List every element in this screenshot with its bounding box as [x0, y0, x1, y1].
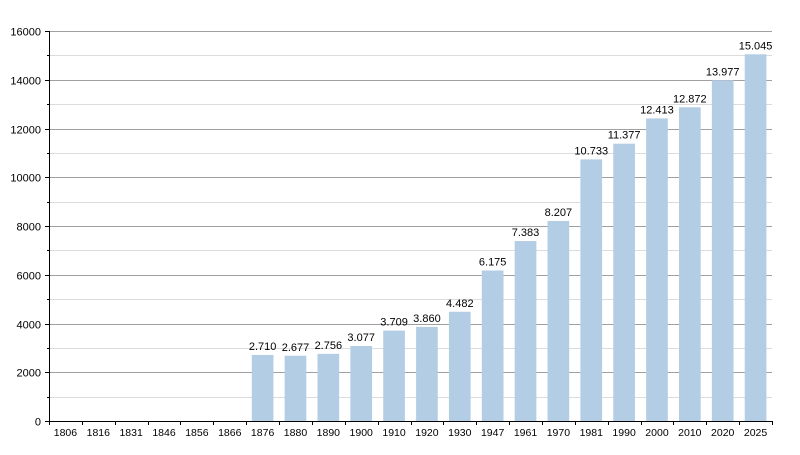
- data-label-1970: 8.207: [545, 207, 573, 219]
- data-label-1930: 4.482: [446, 298, 474, 310]
- x-tick-label-2025: 2025: [744, 427, 768, 439]
- x-tick-label-1890: 1890: [317, 427, 341, 439]
- y-tick-label: 6000: [17, 271, 41, 283]
- y-tick-label: 4000: [17, 320, 41, 332]
- data-labels: 2.710 2.677 2.756 3.077 3.709 3.860 4.482 6.175…: [249, 40, 773, 353]
- y-tick-label: 2000: [17, 368, 41, 380]
- bar-1910: [383, 330, 405, 421]
- x-tick-label-2000: 2000: [645, 427, 669, 439]
- x-tick-label-2010: 2010: [678, 427, 702, 439]
- gridlines: [49, 31, 772, 398]
- x-tick-label-1880: 1880: [284, 427, 308, 439]
- bar-1920: [416, 326, 438, 421]
- data-label-1910: 3.709: [380, 317, 408, 329]
- bar-1930: [448, 311, 471, 421]
- data-label-1876: 2.710: [249, 341, 277, 353]
- x-tick-label-1947: 1947: [481, 427, 505, 439]
- data-label-1947: 6.175: [479, 256, 507, 268]
- bar-1876: [251, 354, 274, 421]
- bar-2010: [679, 107, 701, 421]
- bar-1900: [350, 346, 373, 421]
- x-tick-label-1961: 1961: [514, 427, 538, 439]
- data-label-1961: 7.383: [512, 227, 540, 239]
- x-tick-label-1866: 1866: [218, 427, 242, 439]
- bar-1880: [284, 355, 307, 421]
- data-label-1920: 3.860: [413, 313, 441, 325]
- bar-1947: [481, 270, 504, 421]
- y-tick-label: 8000: [17, 222, 41, 234]
- data-label-2000: 12.413: [640, 104, 674, 116]
- x-tick-label-2020: 2020: [711, 427, 735, 439]
- y-tick-label: 12000: [10, 125, 41, 137]
- x-tick-label-1920: 1920: [415, 427, 439, 439]
- data-label-1990: 11.377: [608, 130, 641, 142]
- x-tick-label-1970: 1970: [547, 427, 571, 439]
- x-tick-label-1981: 1981: [580, 427, 604, 439]
- bar-2020: [711, 80, 734, 421]
- x-tick-label-1806: 1806: [54, 427, 78, 439]
- data-label-2025: 15.045: [739, 40, 773, 52]
- bar-1961: [514, 241, 537, 421]
- data-label-1880: 2.677: [282, 342, 310, 354]
- axes: 0 2000 4000 6000 8000 10000 12000 14000 16000 180…: [10, 27, 773, 439]
- bar-1890: [317, 353, 340, 421]
- y-tick-label: 16000: [10, 27, 41, 39]
- x-tick-label-1910: 1910: [382, 427, 406, 439]
- bar-1990: [613, 143, 635, 421]
- bar-1970: [547, 220, 570, 421]
- x-tick-label-1816: 1816: [87, 427, 111, 439]
- x-tick-label-1856: 1856: [185, 427, 209, 439]
- data-label-2020: 13.977: [706, 66, 740, 78]
- x-tick-label-1846: 1846: [152, 427, 176, 439]
- bar-2025: [744, 54, 767, 421]
- bar-1981: [580, 159, 603, 421]
- y-tick-label: 14000: [10, 76, 41, 88]
- data-label-1890: 2.756: [315, 340, 343, 352]
- x-tick-label-1900: 1900: [350, 427, 374, 439]
- data-label-2010: 12.872: [673, 93, 707, 105]
- data-label-1981: 10.733: [574, 145, 608, 157]
- y-tick-label: 10000: [10, 173, 41, 185]
- x-tick-label-1930: 1930: [448, 427, 472, 439]
- bar-2000: [646, 118, 668, 422]
- x-tick-label-1831: 1831: [119, 427, 143, 439]
- bars: [251, 54, 767, 422]
- y-tick-label: 0: [35, 417, 41, 429]
- data-label-1900: 3.077: [347, 332, 375, 344]
- x-tick-label-1876: 1876: [251, 427, 275, 439]
- x-tick-label-1990: 1990: [612, 427, 636, 439]
